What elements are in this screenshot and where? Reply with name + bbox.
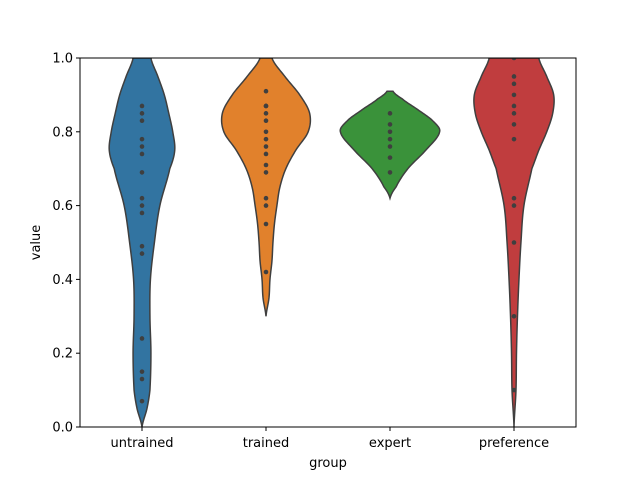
x-tick-label: trained [243,436,290,451]
y-tick-label: 0.2 [52,347,73,362]
axis-ticks: untrained trained expert preference 0.0 0.2 0.… [52,52,549,452]
data-point [263,111,269,116]
data-point [511,122,517,127]
data-point [387,144,393,149]
data-point [139,398,145,404]
data-point [139,203,145,208]
data-point [263,103,269,109]
data-point [511,203,517,208]
data-point [263,203,269,208]
data-point [263,118,269,124]
data-point [139,251,145,256]
y-tick-label: 0.6 [52,199,73,214]
data-point [511,58,517,61]
violin-body [220,58,312,317]
data-point [263,136,269,142]
data-point [387,111,393,116]
data-point [263,162,269,168]
x-tick-label: expert [369,436,411,451]
data-point [139,111,145,116]
y-axis-label: value [29,225,44,261]
y-tick-label: 0.4 [52,273,73,288]
data-point [263,129,269,135]
x-tick-label: untrained [111,436,174,451]
y-tick-label: 1.0 [52,52,73,67]
data-point [387,122,393,127]
data-point [263,170,269,175]
data-point [139,151,145,157]
data-point [263,144,269,149]
x-tick-label: preference [479,436,549,451]
data-point [511,240,517,245]
data-point [511,195,517,201]
y-tick-label: 0.8 [52,125,73,140]
data-point [139,170,145,175]
data-point [263,88,269,94]
y-tick-label: 0.0 [52,421,73,436]
data-point [511,103,517,109]
data-point [139,336,145,341]
data-point [139,103,145,109]
data-point [139,243,145,249]
data-point [387,129,393,135]
data-point [139,210,145,216]
x-axis-label: group [309,456,347,471]
data-point [139,144,145,149]
data-point [263,269,269,275]
data-point [511,74,517,79]
data-point [511,314,517,319]
violin-expert [339,90,441,201]
data-point [139,376,145,382]
data-point [511,92,517,98]
data-point [387,155,393,160]
data-point [139,136,145,142]
data-point [387,170,393,175]
data-point [511,111,517,116]
data-point [139,369,145,374]
data-point [511,81,517,87]
data-point [511,387,517,393]
plot-area [108,58,555,427]
violin-preference [473,58,555,427]
violin-body [108,58,176,427]
data-point [387,136,393,142]
violin-untrained [108,58,176,427]
violin-trained [220,58,312,317]
data-point [139,195,145,201]
data-point [511,136,517,142]
axes-frame [79,57,577,428]
data-point [263,221,269,227]
data-point [139,118,145,124]
data-point [263,195,269,201]
data-point [263,151,269,157]
